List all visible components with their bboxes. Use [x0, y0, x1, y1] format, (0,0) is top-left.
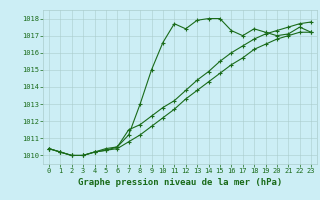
X-axis label: Graphe pression niveau de la mer (hPa): Graphe pression niveau de la mer (hPa) — [78, 178, 282, 187]
